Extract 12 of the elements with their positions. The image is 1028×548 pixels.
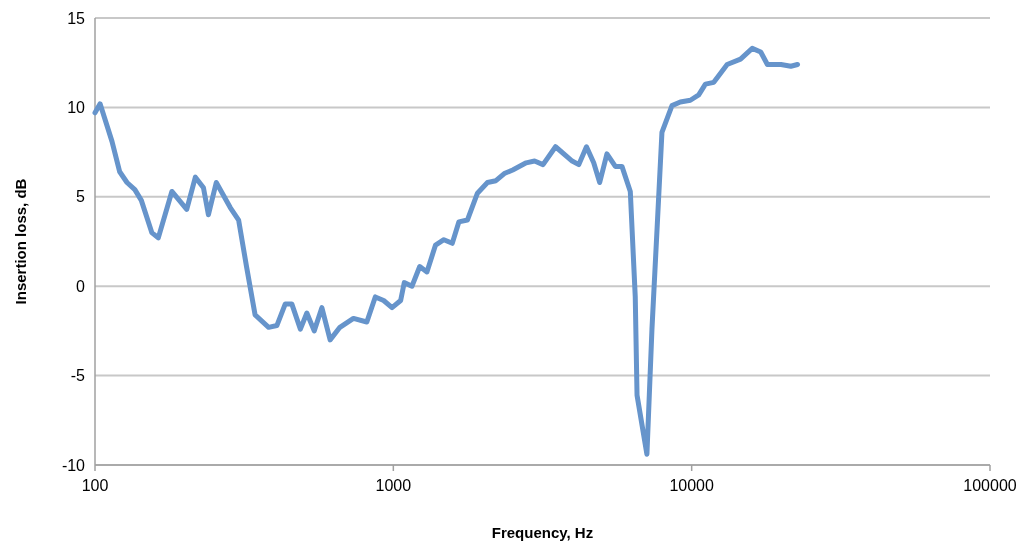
- y-tick-label: -10: [61, 456, 86, 474]
- x-axis-title: Frequency, Hz: [491, 524, 594, 541]
- x-tick-label: 100000: [963, 477, 1017, 494]
- y-tick-label: 5: [76, 188, 86, 206]
- y-axis-title: Insertion loss, dB: [12, 178, 29, 305]
- y-tick-label: 0: [76, 277, 86, 295]
- x-tick-label: 1000: [375, 477, 412, 494]
- x-tick-label: 10000: [669, 477, 715, 494]
- y-tick-label: 10: [67, 99, 86, 116]
- x-tick-label: 100: [81, 477, 109, 494]
- y-tick-label: -5: [70, 367, 86, 385]
- y-tick-label: 15: [67, 9, 86, 27]
